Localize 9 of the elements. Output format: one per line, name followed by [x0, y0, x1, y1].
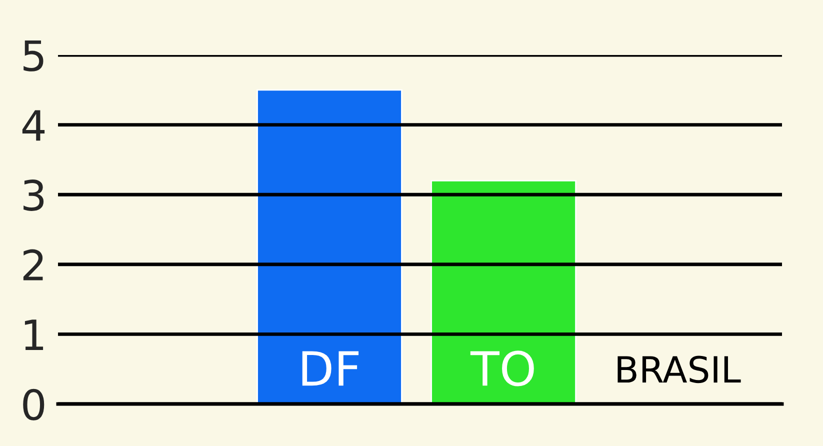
x-tick-label: TO [470, 350, 534, 386]
y-tick-label: 3 [24, 180, 44, 212]
y-tick-label: 4 [22, 110, 45, 141]
y-tick-label: 5 [24, 40, 44, 72]
y-tick-label: 0 [23, 388, 44, 420]
x-tick-label: BRASIL [618, 356, 741, 384]
y-tick-label: 1 [24, 320, 44, 350]
x-tick-label: DF [302, 351, 359, 386]
y-tick-label: 2 [23, 249, 43, 280]
